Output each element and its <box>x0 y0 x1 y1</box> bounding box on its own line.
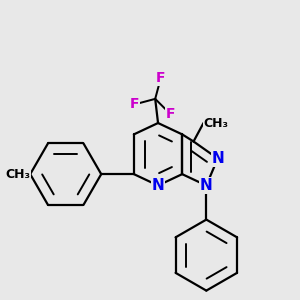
Text: F: F <box>130 98 140 111</box>
Text: CH₃: CH₃ <box>5 168 30 181</box>
Text: N: N <box>152 178 164 193</box>
Text: F: F <box>166 107 175 121</box>
Text: CH₃: CH₃ <box>203 116 229 130</box>
Text: N: N <box>211 151 224 166</box>
Text: F: F <box>156 71 166 85</box>
Text: N: N <box>200 178 213 193</box>
